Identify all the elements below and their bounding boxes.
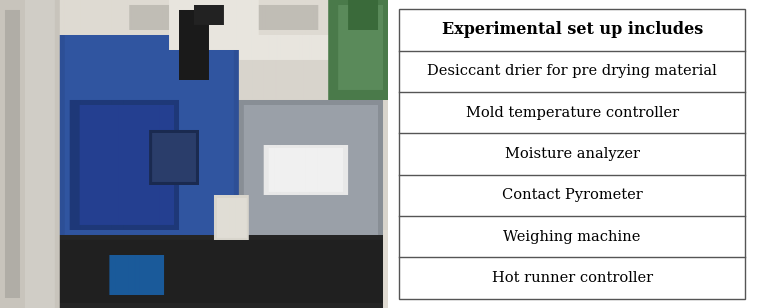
Text: Contact Pyrometer: Contact Pyrometer xyxy=(502,188,643,202)
Text: Mold temperature controller: Mold temperature controller xyxy=(465,106,679,120)
Text: Experimental set up includes: Experimental set up includes xyxy=(442,22,703,38)
Text: Moisture analyzer: Moisture analyzer xyxy=(505,147,640,161)
Text: Weighing machine: Weighing machine xyxy=(504,230,641,244)
Text: Desiccant drier for pre drying material: Desiccant drier for pre drying material xyxy=(427,64,717,78)
Text: Hot runner controller: Hot runner controller xyxy=(492,271,653,285)
